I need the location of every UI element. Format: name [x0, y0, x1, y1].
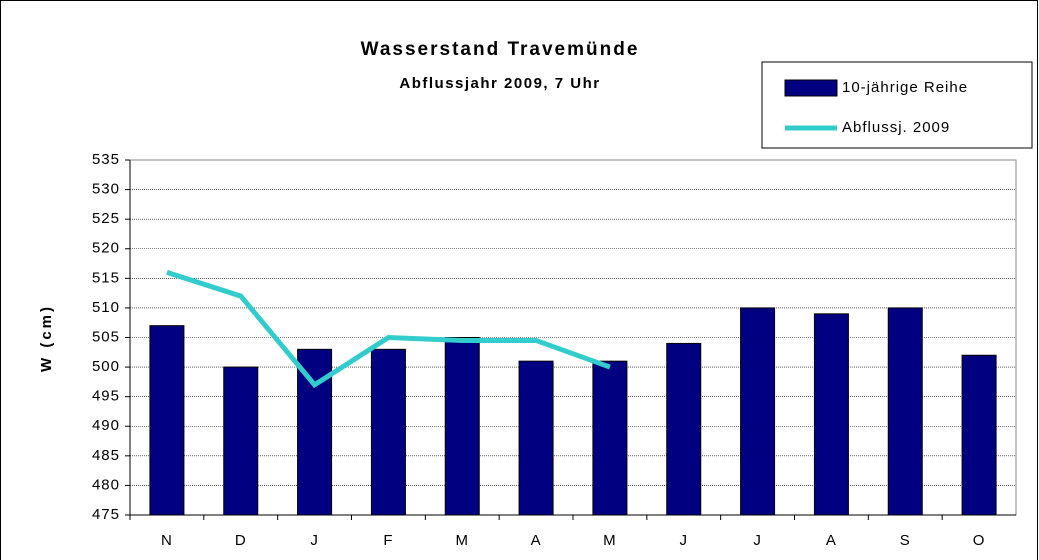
bar	[592, 360, 628, 516]
x-tick-label: M	[603, 532, 617, 549]
x-tick-label: D	[235, 532, 247, 549]
bar	[961, 354, 997, 516]
x-tick-label: J	[310, 532, 319, 549]
y-tick-label: 525	[92, 210, 120, 227]
line	[166, 270, 611, 389]
y-tick-label: 490	[92, 417, 120, 434]
x-tick-label: J	[753, 532, 762, 549]
x-tick-label: J	[680, 532, 689, 549]
chart-subtitle: Abflussjahr 2009, 7 Uhr	[399, 75, 600, 92]
y-tick-label: 480	[92, 476, 120, 493]
y-tick-label: 535	[92, 151, 120, 168]
y-tick-label: 475	[92, 506, 120, 523]
y-tick-label: 510	[92, 299, 120, 316]
bar	[887, 307, 923, 516]
y-tick-label: 495	[92, 388, 120, 405]
y-tick-label: 515	[92, 269, 120, 286]
x-tick-label: F	[383, 532, 393, 549]
bar	[666, 342, 702, 516]
bar	[444, 337, 480, 516]
x-tick-label: M	[456, 532, 470, 549]
chart-title: Wasserstand Travemünde	[361, 39, 640, 60]
y-tick-label: 500	[92, 358, 120, 375]
y-tick-label: 485	[92, 447, 120, 464]
x-tick-label: A	[826, 532, 837, 549]
legend-label: 10-jährige Reihe	[842, 79, 968, 96]
x-tick-label: A	[531, 532, 542, 549]
legend-label: Abflussj. 2009	[842, 119, 950, 136]
y-tick-label: 520	[92, 240, 120, 257]
legend-swatch	[784, 79, 838, 97]
bar	[740, 307, 776, 516]
bar	[518, 360, 554, 516]
y-axis-label: W (cm)	[38, 304, 55, 372]
y-tick-label: 505	[92, 328, 120, 345]
legend	[761, 61, 1033, 149]
x-tick-label: N	[161, 532, 173, 549]
x-tick-label: S	[900, 532, 911, 549]
y-tick-label: 530	[92, 181, 120, 198]
bar	[370, 348, 406, 516]
bar	[223, 366, 259, 516]
bar	[813, 313, 849, 516]
x-tick-label: O	[973, 532, 986, 549]
bar	[149, 325, 185, 516]
